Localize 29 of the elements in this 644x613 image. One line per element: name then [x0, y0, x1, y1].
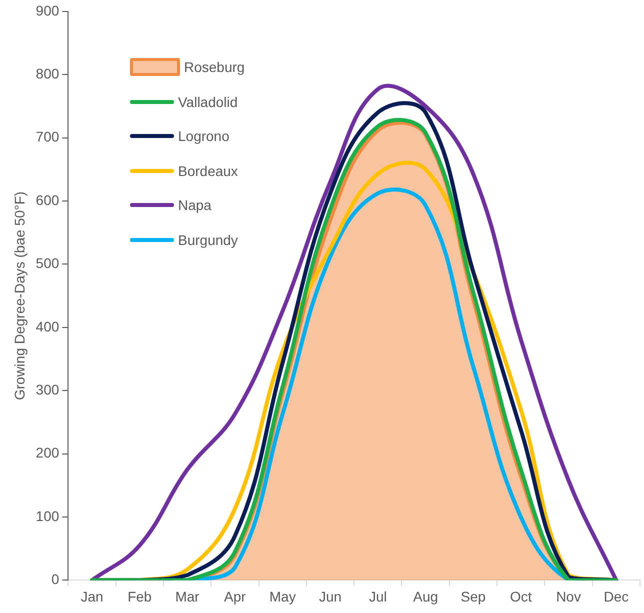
y-tick-label: 800 [36, 65, 60, 82]
x-tick-label: Jun [318, 588, 342, 604]
y-tick-label: 400 [36, 318, 60, 334]
legend-label: Burgundy [178, 232, 238, 248]
x-tick-label: Sep [460, 588, 486, 604]
x-tick-label: Mar [175, 588, 200, 604]
x-tick-label: Aug [413, 588, 438, 604]
x-tick-label: Feb [128, 588, 152, 604]
y-tick-label: 200 [36, 444, 60, 461]
legend-label: Valladolid [178, 94, 238, 110]
y-tick-label: 300 [36, 381, 60, 398]
legend-label: Bordeaux [178, 162, 238, 179]
x-tick-label: Apr [224, 588, 246, 604]
y-tick-label: 600 [36, 192, 60, 208]
legend-label: Roseburg [184, 59, 245, 76]
x-tick-label: Oct [510, 588, 532, 604]
x-tick-label: Jul [368, 588, 387, 604]
y-tick-label: 0 [51, 571, 60, 588]
x-tick-label: Jan [80, 588, 104, 604]
x-tick-label: May [269, 588, 296, 604]
y-tick-label: 900 [36, 2, 60, 18]
x-tick-label: Nov [556, 588, 581, 604]
y-tick-label: 700 [36, 128, 60, 145]
y-tick-label: 100 [36, 508, 60, 524]
legend-label: Logrono [178, 128, 230, 144]
x-tick-label: Dec [604, 588, 629, 604]
legend-label: Napa [178, 197, 212, 214]
y-axis-title: Growing Degree-Days (bae 50°F) [11, 191, 28, 400]
y-tick-label: 500 [36, 255, 60, 272]
